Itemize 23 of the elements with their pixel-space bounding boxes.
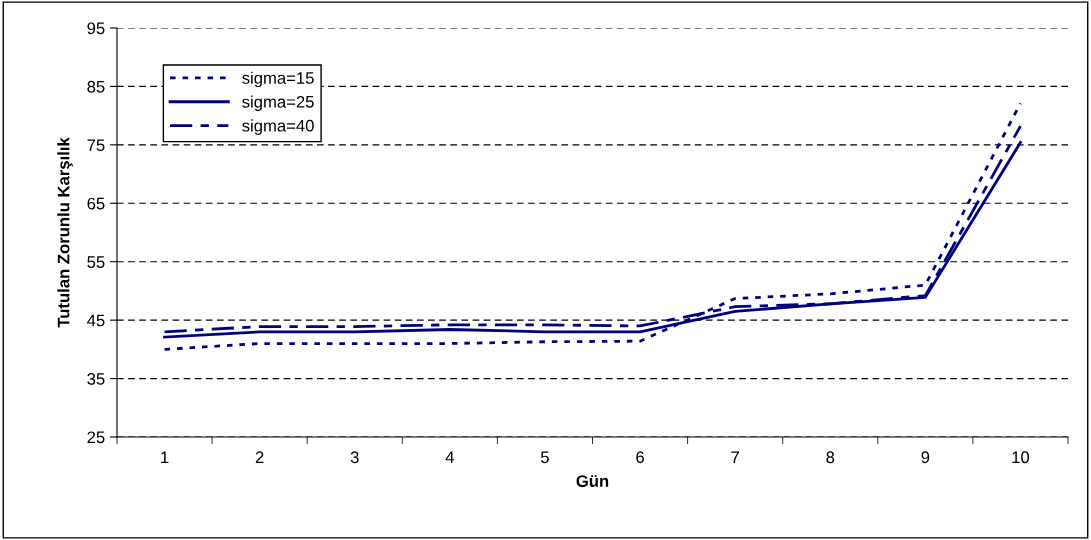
y-tick-label: 35 — [87, 372, 105, 385]
y-axis-title: Tutulan Zorunlu Karşılık — [57, 137, 73, 328]
x-axis-title: Gün — [576, 475, 609, 487]
x-tick-label: 10 — [1012, 451, 1030, 464]
x-tick-label: 8 — [826, 451, 835, 464]
x-tick-label: 9 — [921, 451, 930, 464]
y-tick-label: 75 — [87, 139, 105, 152]
y-tick-label: 85 — [87, 80, 105, 93]
y-tick-label: 55 — [87, 256, 105, 268]
x-tick-label: 4 — [445, 451, 454, 463]
y-tick-label: 95 — [87, 22, 105, 35]
x-tick-label: 5 — [540, 451, 549, 464]
legend-label: sigma=40 — [242, 119, 314, 135]
x-tick-label: 6 — [636, 451, 644, 464]
x-tick-label: 3 — [350, 451, 359, 464]
legend-label: sigma=15 — [242, 71, 314, 88]
y-tick-label: 65 — [87, 197, 105, 210]
legend-label: sigma=25 — [242, 95, 314, 112]
x-tick-label: 7 — [731, 451, 739, 463]
x-tick-label: 1 — [161, 451, 169, 463]
y-tick-label: 45 — [87, 314, 105, 327]
y-tick-label: 25 — [87, 431, 105, 444]
x-tick-label: 2 — [255, 451, 264, 463]
